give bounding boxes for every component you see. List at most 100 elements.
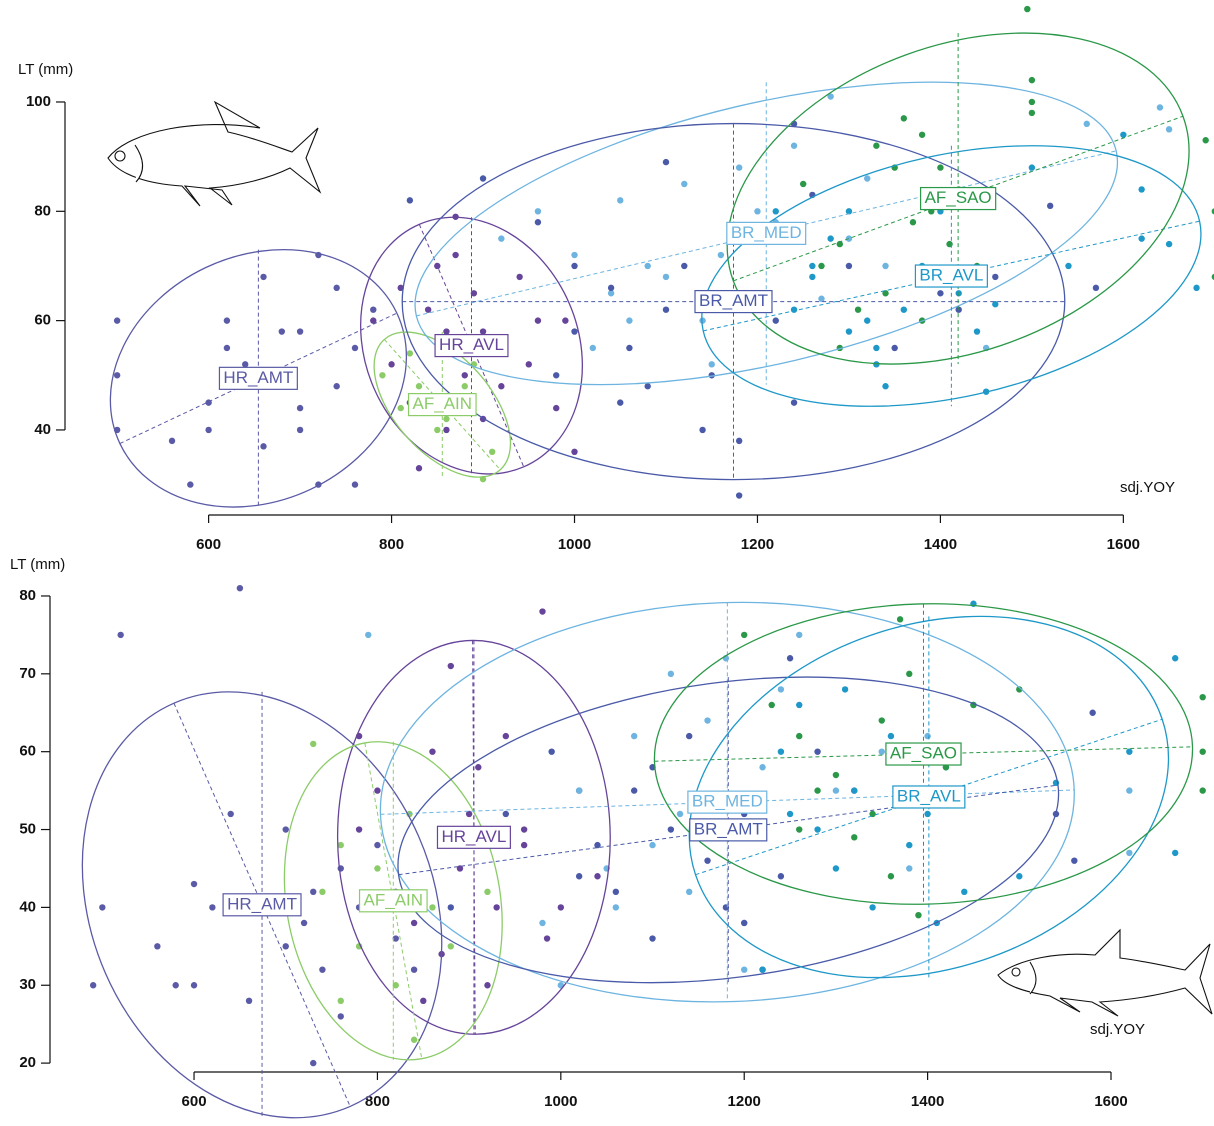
- point: [717, 251, 725, 259]
- point: [1199, 787, 1206, 794]
- point: [447, 662, 454, 670]
- point: [735, 492, 743, 499]
- point: [918, 131, 926, 138]
- point: [205, 426, 212, 434]
- point: [571, 262, 578, 270]
- point: [548, 748, 555, 755]
- point: [845, 235, 853, 242]
- point: [502, 732, 510, 740]
- point: [1193, 284, 1200, 292]
- point: [814, 748, 821, 755]
- point: [475, 764, 482, 771]
- y-tick-label: 40: [34, 421, 51, 438]
- y-axis-title: LT (mm): [10, 556, 65, 573]
- point: [612, 888, 620, 896]
- label-box: [919, 186, 997, 211]
- point: [832, 865, 840, 872]
- point: [777, 686, 785, 693]
- point: [667, 826, 675, 833]
- point: [525, 361, 532, 368]
- point: [172, 982, 179, 989]
- point: [741, 919, 748, 927]
- point: [113, 372, 121, 379]
- x-axis-title: sdj.YOY: [1120, 479, 1175, 496]
- label-box: [218, 366, 298, 390]
- point: [1028, 98, 1036, 106]
- series-points: [370, 213, 578, 472]
- major-axis: [119, 312, 398, 444]
- point: [955, 306, 962, 313]
- point: [452, 251, 459, 259]
- point: [759, 764, 766, 771]
- point: [571, 328, 578, 335]
- point: [699, 426, 706, 434]
- point: [973, 328, 981, 335]
- point: [484, 888, 491, 896]
- x-tick-label: 600: [182, 1093, 207, 1110]
- point: [539, 608, 546, 615]
- point: [337, 997, 344, 1005]
- ellipse: [109, 249, 408, 508]
- point: [735, 164, 743, 171]
- point: [1171, 849, 1179, 857]
- ellipse: [283, 741, 503, 1061]
- point: [245, 997, 253, 1005]
- point: [662, 158, 670, 166]
- legend-label: HR_AVL: [439, 335, 504, 354]
- point: [410, 1036, 418, 1043]
- point: [1083, 120, 1090, 128]
- series-label: AF_AIN: [358, 889, 428, 913]
- point: [741, 631, 748, 639]
- point: [649, 841, 656, 849]
- point: [909, 219, 917, 226]
- point: [662, 306, 670, 313]
- point: [607, 290, 615, 297]
- point: [873, 361, 880, 368]
- point: [1065, 262, 1072, 270]
- point: [882, 262, 889, 270]
- point: [333, 383, 340, 390]
- point: [772, 208, 779, 215]
- point: [594, 873, 601, 880]
- series-ellipse: [283, 741, 503, 1061]
- point: [1089, 709, 1096, 716]
- point: [337, 1013, 344, 1020]
- point: [310, 740, 317, 748]
- point: [484, 982, 491, 989]
- point: [1016, 686, 1023, 693]
- point: [443, 328, 450, 335]
- point: [374, 787, 381, 794]
- x-axis-title: sdj.YOY: [1090, 1021, 1145, 1038]
- point: [864, 317, 871, 324]
- point: [626, 344, 633, 352]
- major-axis: [364, 742, 423, 1059]
- point: [397, 404, 404, 412]
- point: [612, 904, 620, 911]
- point: [845, 208, 853, 215]
- x-tick-label: 800: [365, 1093, 390, 1110]
- point: [937, 290, 944, 297]
- point: [869, 810, 876, 818]
- point: [282, 943, 289, 950]
- point: [1138, 235, 1145, 242]
- point: [878, 748, 885, 755]
- point: [296, 426, 304, 434]
- point: [818, 262, 825, 270]
- x-tick-label: 1200: [741, 536, 774, 553]
- point: [392, 982, 399, 989]
- y-tick-label: 70: [19, 665, 36, 682]
- point: [759, 966, 766, 973]
- point: [924, 732, 931, 740]
- series-label: AF_SAO: [885, 742, 962, 766]
- point: [443, 415, 450, 423]
- point: [337, 841, 344, 849]
- point: [790, 306, 798, 313]
- label-box: [885, 742, 962, 766]
- point: [260, 273, 267, 281]
- series-points: [379, 350, 496, 483]
- point: [319, 888, 326, 896]
- point: [799, 180, 807, 188]
- point: [223, 344, 231, 352]
- point: [845, 328, 853, 335]
- point: [832, 787, 840, 794]
